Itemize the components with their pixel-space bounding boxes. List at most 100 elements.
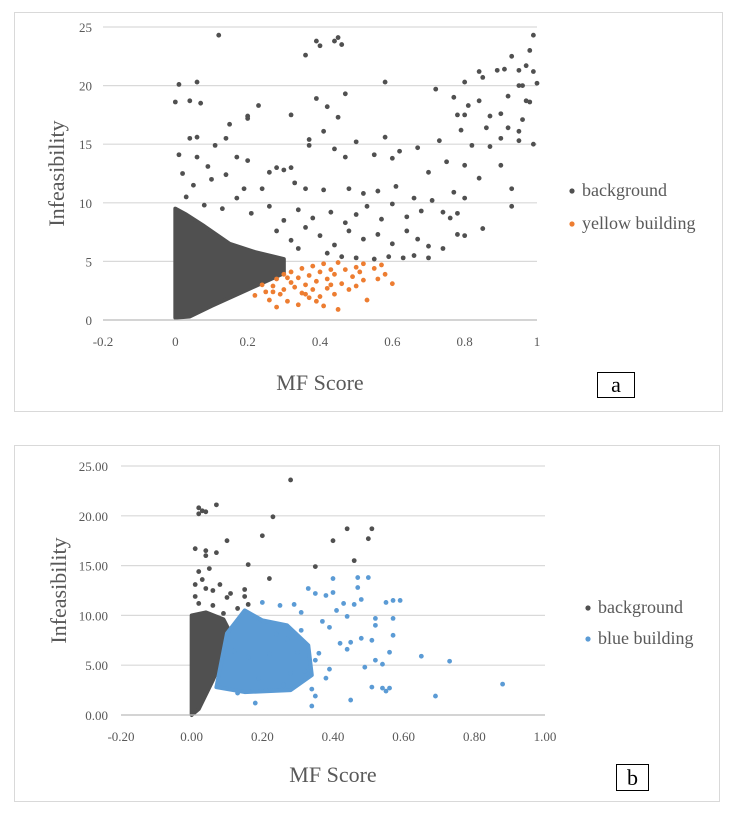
data-point-blue-building (252, 615, 258, 621)
x-tick-label: 0.80 (463, 729, 486, 744)
data-point-blue-building (274, 631, 279, 637)
data-point-background (455, 210, 460, 216)
legend-marker (585, 636, 591, 642)
data-point-background (361, 191, 366, 196)
data-point-background (205, 164, 211, 169)
data-point-background (353, 212, 359, 217)
data-point-blue-building (245, 654, 251, 660)
data-point-background (382, 134, 388, 140)
data-point-yellow-building (292, 284, 298, 290)
data-point-yellow-building (310, 287, 316, 292)
data-point-background (274, 228, 279, 234)
data-point-yellow-building (321, 303, 327, 309)
y-tick-label: 25 (79, 20, 92, 35)
data-point-yellow-building (288, 280, 294, 285)
data-point-background (172, 99, 178, 105)
dense-region-background (173, 206, 286, 320)
data-point-yellow-building (371, 266, 377, 271)
data-point-background (487, 113, 493, 119)
data-point-background (194, 134, 200, 140)
data-point-background (426, 169, 431, 175)
data-point-background (335, 35, 341, 40)
data-point-background (187, 98, 193, 104)
data-point-background (339, 254, 345, 260)
x-tick-label: 1 (534, 334, 541, 349)
data-point-yellow-building (317, 294, 323, 299)
data-point-background (312, 564, 318, 569)
y-tick-label: 0 (86, 313, 93, 328)
data-point-background (203, 548, 209, 554)
data-point-blue-building (305, 586, 311, 591)
data-point-background (498, 162, 504, 168)
data-point-background (458, 127, 464, 133)
data-point-yellow-building (353, 264, 359, 270)
data-point-background (324, 250, 330, 256)
data-point-blue-building (380, 685, 385, 691)
data-point-background (332, 38, 337, 44)
y-axis-title: Infeasibility (46, 537, 71, 643)
data-point-background (476, 69, 482, 74)
data-point-background (353, 255, 359, 261)
data-point-background (447, 215, 453, 221)
data-point-yellow-building (299, 266, 305, 271)
x-tick-label: 0.2 (240, 334, 256, 349)
data-point-blue-building (284, 636, 290, 642)
x-tick-label: 0.6 (384, 334, 401, 349)
data-point-background (242, 594, 248, 599)
data-point-background (509, 186, 515, 192)
data-point-background (303, 186, 308, 192)
data-point-background (245, 602, 251, 607)
data-point-blue-building (373, 615, 378, 621)
data-point-background (400, 255, 406, 261)
data-point-background (324, 104, 330, 110)
data-point-background (306, 137, 312, 142)
data-point-background (288, 112, 294, 118)
legend-marker (585, 605, 591, 611)
data-point-blue-building (312, 591, 318, 596)
data-point-blue-building (390, 632, 396, 638)
y-tick-label: 5.00 (85, 658, 108, 673)
data-point-background (469, 142, 475, 148)
data-point-background (245, 116, 251, 121)
data-point-background (214, 502, 219, 508)
data-point-background (339, 42, 345, 47)
data-point-blue-building (295, 649, 301, 655)
data-point-background (379, 216, 384, 222)
data-point-background (209, 176, 214, 182)
data-point-blue-building (288, 670, 293, 676)
x-tick-label: 0.60 (392, 729, 415, 744)
data-point-background (270, 514, 276, 520)
data-point-blue-building (341, 601, 346, 606)
data-point-background (516, 138, 522, 144)
data-point-background (192, 546, 198, 552)
data-point-blue-building (358, 635, 364, 641)
data-point-background (288, 165, 294, 171)
data-point-background (303, 52, 308, 58)
data-point-blue-building (383, 600, 389, 605)
data-point-background (223, 135, 229, 141)
data-point-background (196, 505, 202, 511)
data-point-background (476, 98, 482, 104)
y-tick-label: 15 (79, 137, 92, 152)
data-point-background (530, 141, 536, 147)
data-point-background (353, 139, 359, 145)
data-point-yellow-building (389, 281, 395, 287)
data-point-background (520, 117, 525, 122)
x-tick-label: 0.4 (312, 334, 329, 349)
data-point-background (483, 125, 489, 131)
x-tick-label: 0.40 (322, 729, 345, 744)
data-point-blue-building (291, 602, 297, 607)
data-point-yellow-building (346, 287, 352, 292)
data-point-yellow-building (328, 267, 334, 273)
data-point-blue-building (281, 682, 286, 688)
data-point-yellow-building (306, 295, 312, 301)
data-point-background (217, 582, 223, 587)
data-point-blue-building (355, 585, 361, 590)
data-point-background (216, 32, 222, 38)
legend-label: yellow building (582, 213, 696, 233)
legend-marker (569, 188, 575, 194)
data-point-background (210, 588, 216, 593)
data-point-background (198, 100, 204, 106)
legend-marker (569, 221, 575, 227)
data-point-background (330, 538, 336, 544)
